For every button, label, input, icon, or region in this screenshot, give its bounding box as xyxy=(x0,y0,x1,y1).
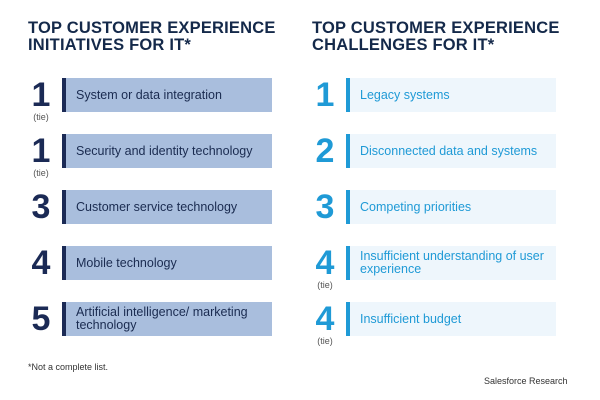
item-label: Competing priorities xyxy=(346,190,556,224)
rank-number: 3 xyxy=(31,188,51,226)
rank-number: 4 xyxy=(315,244,335,282)
item-label: Insufficient budget xyxy=(346,302,556,336)
rank-number: 1 xyxy=(315,76,335,114)
rank-number: 1 xyxy=(31,76,51,114)
item-text: Security and identity technology xyxy=(76,143,253,158)
rank-number: 2 xyxy=(315,132,335,170)
initiatives-title: TOP CUSTOMER EXPERIENCE INITIATIVES FOR … xyxy=(28,19,276,54)
challenges-title: TOP CUSTOMER EXPERIENCE CHALLENGES FOR I… xyxy=(312,19,560,54)
item-text: Artificial intelligence/ marketing techn… xyxy=(76,305,248,332)
item-label: Legacy systems xyxy=(346,78,556,112)
ranked-item: 1 Legacy systems xyxy=(312,78,582,134)
footnote: *Not a complete list. xyxy=(28,362,109,372)
item-text: Insufficient understanding of user exper… xyxy=(360,249,544,276)
item-label: Disconnected data and systems xyxy=(346,134,556,168)
ranked-item: 2 Disconnected data and systems xyxy=(312,134,582,190)
rank-number: 5 xyxy=(31,300,51,338)
ranked-item: 3 Competing priorities xyxy=(312,190,582,246)
rank-number: 3 xyxy=(315,188,335,226)
item-text: Customer service technology xyxy=(76,199,238,214)
item-text: Legacy systems xyxy=(360,87,450,102)
item-label: Customer service technology xyxy=(62,190,272,224)
initiatives-column: TOP CUSTOMER EXPERIENCE INITIATIVES FOR … xyxy=(28,20,298,358)
item-text: System or data integration xyxy=(76,87,222,102)
rank-number: 4 xyxy=(31,244,51,282)
ranked-item: 3 Customer service technology xyxy=(28,190,298,246)
item-label: System or data integration xyxy=(62,78,272,112)
rank-number: 1 xyxy=(31,132,51,170)
tie-label: (tie) xyxy=(33,112,49,122)
rank-number: 4 xyxy=(315,300,335,338)
item-text: Mobile technology xyxy=(76,255,177,270)
ranked-item: 4 Mobile technology xyxy=(28,246,298,302)
item-text: Competing priorities xyxy=(360,199,472,214)
ranked-item: 5 Artificial intelligence/ marketing tec… xyxy=(28,302,298,358)
tie-label: (tie) xyxy=(33,168,49,178)
item-label: Mobile technology xyxy=(62,246,272,280)
item-text: Disconnected data and systems xyxy=(360,143,538,158)
ranked-item: 1 (tie) Security and identity technology xyxy=(28,134,298,190)
tie-label: (tie) xyxy=(317,336,333,346)
item-label: Artificial intelligence/ marketing techn… xyxy=(62,302,272,336)
challenges-column: TOP CUSTOMER EXPERIENCE CHALLENGES FOR I… xyxy=(312,20,582,358)
item-label: Security and identity technology xyxy=(62,134,272,168)
item-text: Insufficient budget xyxy=(360,311,462,326)
ranked-item: 1 (tie) System or data integration xyxy=(28,78,298,134)
tie-label: (tie) xyxy=(317,280,333,290)
ranked-item: 4 (tie) Insufficient understanding of us… xyxy=(312,246,582,302)
source-credit: Salesforce Research xyxy=(484,376,568,386)
item-label: Insufficient understanding of user exper… xyxy=(346,246,556,280)
ranked-item: 4 (tie) Insufficient budget xyxy=(312,302,582,358)
